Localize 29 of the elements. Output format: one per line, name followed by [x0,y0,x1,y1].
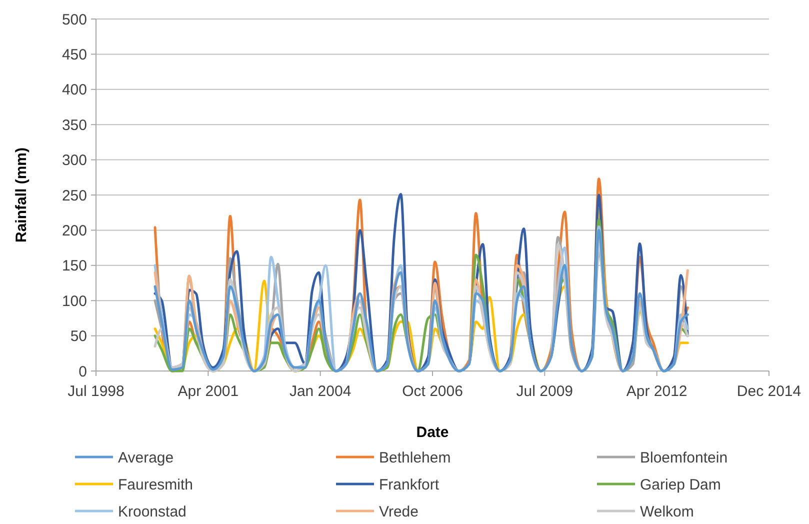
legend-label: Average [118,449,174,466]
legend-label: Bethlehem [379,449,451,466]
y-tick-label: 50 [70,328,87,346]
x-tick-label: Oct 2006 [402,383,463,400]
y-tick-label: 200 [62,222,87,240]
y-tick-label: 250 [62,187,87,204]
legend-label: Vrede [379,503,418,520]
y-tick-label: 500 [62,11,87,28]
x-tick-label: Jul 1998 [68,383,124,400]
x-tick-label: Apr 2012 [626,383,688,400]
x-tick-label: Jan 2004 [289,383,352,400]
legend-label: Bloemfontein [640,449,728,466]
y-axis-title: Rainfall (mm) [13,147,30,243]
x-tick-label: Dec 2014 [736,383,802,400]
legend-label: Fauresmith [118,476,194,494]
y-tick-label: 0 [78,363,87,380]
x-axis-title: Date [416,424,449,441]
x-tick-label: Jul 2009 [516,383,574,400]
x-tick-label: Apr 2001 [178,383,239,400]
y-tick-label: 100 [62,292,87,310]
y-tick-label: 150 [62,258,87,275]
y-tick-label: 450 [62,46,87,64]
legend-label: Kroonstad [118,503,186,520]
legend-label: Gariep Dam [640,476,721,494]
legend-label: Frankfort [379,476,440,494]
y-tick-label: 300 [62,152,87,170]
legend-label: Welkom [640,503,694,520]
y-tick-label: 350 [62,116,87,134]
y-tick-label: 400 [62,82,87,99]
